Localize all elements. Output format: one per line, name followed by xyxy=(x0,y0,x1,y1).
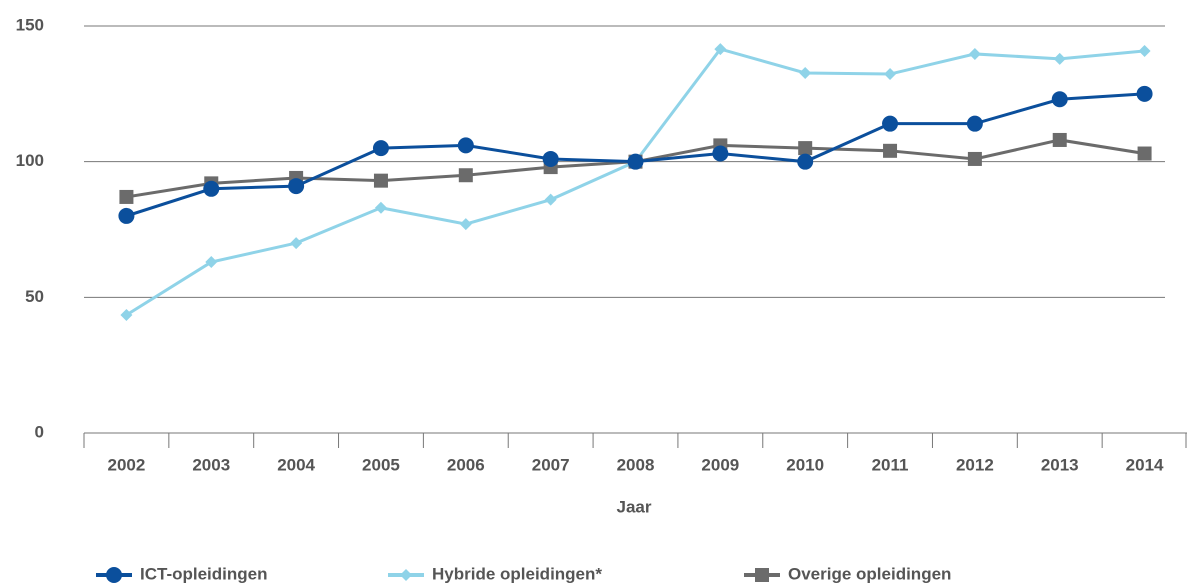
x-tick-label: 2005 xyxy=(362,455,400,474)
marker xyxy=(457,137,474,154)
x-tick-label: 2014 xyxy=(1126,455,1164,474)
x-tick-label: 2011 xyxy=(872,455,909,474)
x-tick-label: 2010 xyxy=(786,455,824,474)
marker xyxy=(968,47,981,60)
x-tick-label: 2002 xyxy=(108,455,146,474)
y-tick-label: 150 xyxy=(16,15,44,34)
marker xyxy=(966,115,983,132)
marker xyxy=(372,140,389,157)
marker xyxy=(714,43,727,56)
marker xyxy=(203,180,220,197)
marker xyxy=(374,201,387,214)
marker xyxy=(544,193,557,206)
marker xyxy=(118,207,135,224)
marker xyxy=(882,115,899,132)
marker xyxy=(106,567,122,583)
marker xyxy=(290,237,303,250)
x-tick-label: 2012 xyxy=(956,455,994,474)
y-tick-label: 0 xyxy=(35,422,44,441)
marker xyxy=(288,178,305,195)
legend-label: Overige opleidingen xyxy=(788,564,951,583)
x-tick-label: 2007 xyxy=(532,455,570,474)
series-line xyxy=(125,47,1145,317)
x-tick-label: 2008 xyxy=(617,455,655,474)
marker xyxy=(119,189,134,204)
marker xyxy=(542,150,559,167)
marker xyxy=(1138,44,1151,57)
marker xyxy=(1137,146,1152,161)
legend-label: ICT-opleidingen xyxy=(140,564,268,583)
marker xyxy=(627,153,644,170)
x-tick-label: 2013 xyxy=(1041,455,1079,474)
marker xyxy=(459,218,472,231)
marker xyxy=(1053,52,1066,65)
marker xyxy=(458,168,473,183)
marker xyxy=(1051,91,1068,108)
marker xyxy=(205,256,218,269)
marker xyxy=(797,153,814,170)
legend-label: Hybride opleidingen* xyxy=(432,564,602,583)
x-axis-label: Jaar xyxy=(617,497,652,516)
x-tick-label: 2009 xyxy=(701,455,739,474)
marker xyxy=(799,66,812,79)
y-tick-label: 50 xyxy=(25,287,44,306)
marker xyxy=(400,569,412,581)
y-tick-label: 100 xyxy=(16,151,44,170)
marker xyxy=(967,151,982,166)
marker xyxy=(1136,85,1153,102)
marker xyxy=(884,68,897,81)
x-tick-label: 2006 xyxy=(447,455,485,474)
marker xyxy=(712,145,729,162)
marker xyxy=(1052,132,1067,147)
marker xyxy=(755,568,769,582)
x-tick-label: 2003 xyxy=(192,455,230,474)
marker xyxy=(883,143,898,158)
marker xyxy=(373,173,388,188)
marker xyxy=(120,308,133,321)
marker xyxy=(798,141,813,156)
x-tick-label: 2004 xyxy=(277,455,315,474)
